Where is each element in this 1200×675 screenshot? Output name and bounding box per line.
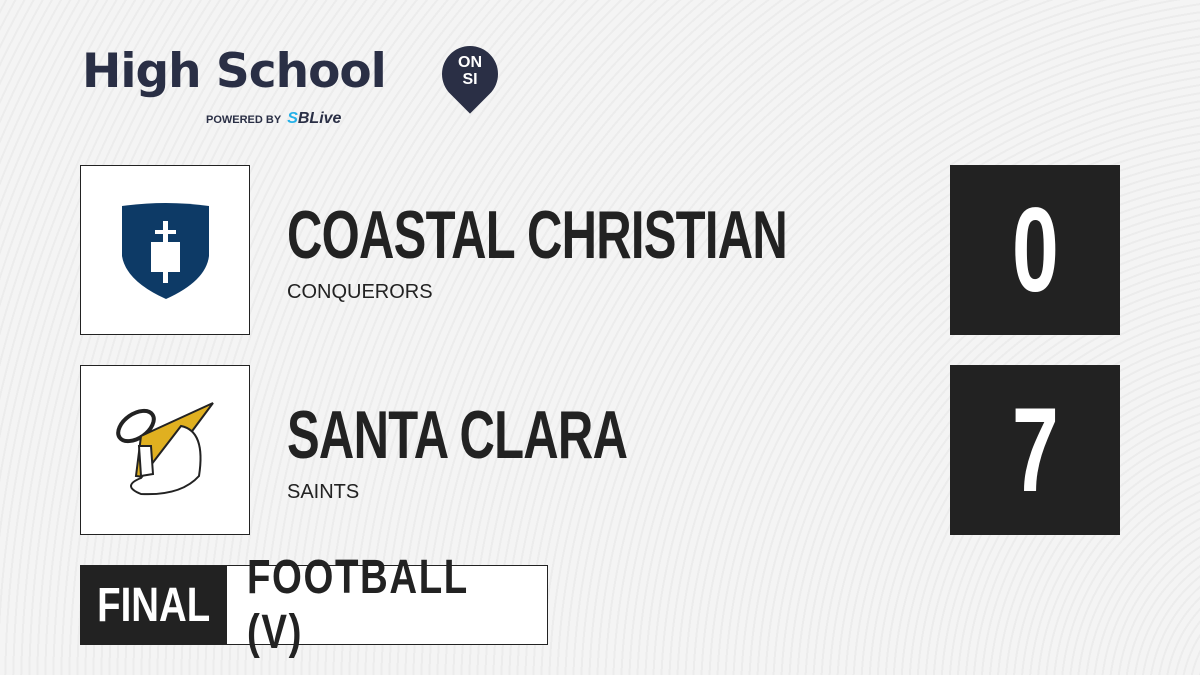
game-status-bar: FINAL FOOTBALL (V) (80, 551, 548, 659)
sblive-logo: SBLive (287, 110, 342, 127)
team-name: COASTAL CHRISTIAN (287, 197, 788, 273)
team-logo-coastal-christian (80, 165, 250, 335)
brand-title: High School (82, 44, 387, 99)
saint-mascot-icon (116, 402, 214, 496)
sport-label: FOOTBALL (V) (247, 551, 469, 659)
team-score: 7 (950, 365, 1120, 535)
on-si-badge: ON SI (458, 54, 482, 88)
team-score: 0 (950, 165, 1120, 335)
team-mascot: CONQUERORS (287, 281, 433, 303)
team-name: SANTA CLARA (287, 397, 628, 473)
status-badge: FINAL (81, 566, 227, 644)
team-logo-santa-clara (80, 365, 250, 535)
team-mascot: SAINTS (287, 481, 360, 503)
powered-by: POWERED BY SBLive (206, 110, 342, 127)
shield-cross-icon (122, 203, 209, 299)
